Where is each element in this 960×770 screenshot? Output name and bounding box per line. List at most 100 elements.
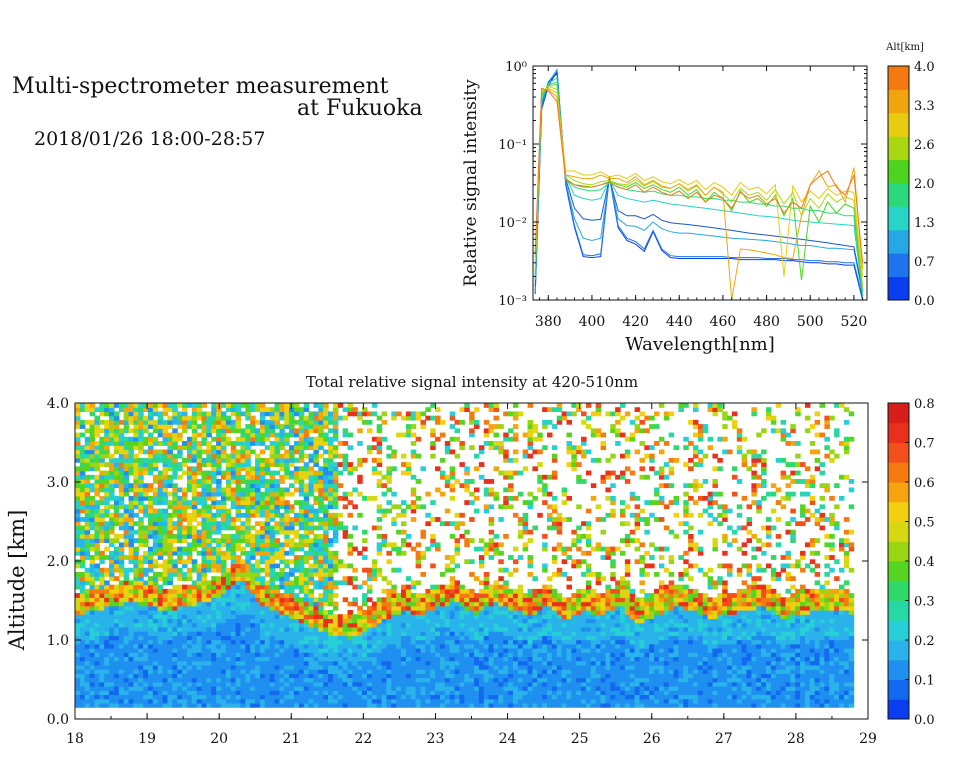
heatmap-cell <box>220 555 227 560</box>
heatmap-cell <box>84 508 91 514</box>
heatmap-cell <box>376 601 383 607</box>
heatmap-cell <box>157 648 164 653</box>
heatmap-cell <box>89 652 96 658</box>
heatmap-cell <box>113 432 120 438</box>
heatmap-cell <box>162 428 169 434</box>
heatmap-cell <box>167 491 173 497</box>
heatmap-cell <box>464 479 470 484</box>
heatmap-cell <box>84 466 91 472</box>
heatmap-cell <box>454 635 461 641</box>
heatmap-cell <box>167 702 173 708</box>
heatmap-cell <box>143 580 149 586</box>
heatmap-cell <box>143 550 149 556</box>
heatmap-cell <box>293 605 300 611</box>
heatmap-cell <box>420 597 426 603</box>
heatmap-cell <box>99 428 105 434</box>
heatmap-cell <box>439 656 446 662</box>
heatmap-cell <box>279 648 285 653</box>
heatmap-cell <box>298 609 305 615</box>
heatmap-cell <box>191 694 198 700</box>
heatmap-cell <box>371 605 378 611</box>
heatmap-cell <box>182 441 188 446</box>
heatmap-cell <box>152 491 159 497</box>
heatmap-cell <box>157 588 164 594</box>
heatmap-cell <box>138 614 144 620</box>
heatmap-cell <box>94 609 100 615</box>
heatmap-cell <box>449 626 456 632</box>
heatmap-cell <box>391 597 397 603</box>
heatmap-cell <box>303 660 310 666</box>
heatmap-cell <box>488 521 495 527</box>
heatmap-cell <box>405 597 412 603</box>
heatmap-cell <box>318 631 324 636</box>
heatmap-cell <box>128 457 134 463</box>
heatmap-cell <box>201 580 207 586</box>
heatmap-cell <box>177 533 183 539</box>
heatmap-cell <box>347 643 353 649</box>
heatmap-cell <box>362 656 368 662</box>
heatmap-cell <box>454 698 461 704</box>
heatmap-cell <box>342 462 349 467</box>
heatmap-cell <box>498 542 504 548</box>
heatmap-cell <box>157 614 164 620</box>
heatmap-cell <box>94 571 100 577</box>
heatmap-cell <box>162 605 169 611</box>
heatmap-cell <box>177 643 183 649</box>
heatmap-cell <box>157 571 164 577</box>
heatmap-cell <box>172 466 178 472</box>
heatmap-cell <box>123 635 130 641</box>
heatmap-cell <box>138 436 144 442</box>
heatmap-cell <box>430 652 436 658</box>
heatmap-cell <box>230 453 237 459</box>
heatmap-cell <box>444 690 451 696</box>
heatmap-cell <box>293 694 300 700</box>
heatmap-cell <box>128 487 134 493</box>
heatmap-cell <box>269 529 276 535</box>
heatmap-cell <box>298 415 305 421</box>
heatmap-cell <box>279 605 285 611</box>
heatmap-cell <box>401 542 407 548</box>
heatmap-cell <box>328 656 334 662</box>
heatmap-cell <box>123 601 130 607</box>
heatmap-cell <box>483 702 490 708</box>
heatmap-cell <box>298 517 305 522</box>
heatmap-cell <box>410 622 417 628</box>
heatmap-cell <box>376 639 383 645</box>
heatmap-cell <box>152 593 159 598</box>
heatmap-cell <box>128 525 134 531</box>
spectrum-series-line-2 <box>534 68 864 294</box>
heatmap-cell <box>196 424 203 429</box>
heatmap-cell <box>167 474 173 480</box>
heatmap-cell <box>405 656 412 662</box>
heatmap-cell <box>488 639 495 645</box>
heatmap-cell <box>474 597 480 603</box>
heatmap-cell <box>235 403 242 408</box>
heatmap-cell <box>157 664 164 670</box>
heatmap-cell <box>459 648 465 653</box>
heatmap-cell <box>104 512 110 518</box>
heatmap-cell <box>425 656 431 662</box>
heatmap-cell <box>84 457 91 463</box>
heatmap-cell <box>128 656 134 662</box>
heatmap-cell <box>177 664 183 670</box>
heatmap-cell <box>123 525 130 531</box>
heatmap-cell <box>225 656 232 662</box>
heatmap-cell <box>75 550 81 556</box>
heatmap-cell <box>391 521 397 527</box>
heatmap-cell <box>381 686 388 691</box>
heatmap-cell <box>362 618 368 624</box>
heatmap-cell <box>186 457 193 463</box>
heatmap-cell <box>274 609 280 615</box>
heatmap-cell <box>342 635 349 641</box>
heatmap-cell <box>284 643 290 649</box>
heatmap-cell <box>293 403 300 408</box>
heatmap-cell <box>94 614 100 620</box>
heatmap-cell <box>157 702 164 708</box>
heatmap-cell <box>138 483 144 489</box>
heatmap-cell <box>264 664 271 670</box>
heatmap-cell <box>240 652 246 658</box>
heatmap-cell <box>240 500 246 505</box>
heatmap-cell <box>483 660 490 666</box>
heatmap-cell <box>133 622 139 628</box>
heatmap-cell <box>123 533 130 539</box>
